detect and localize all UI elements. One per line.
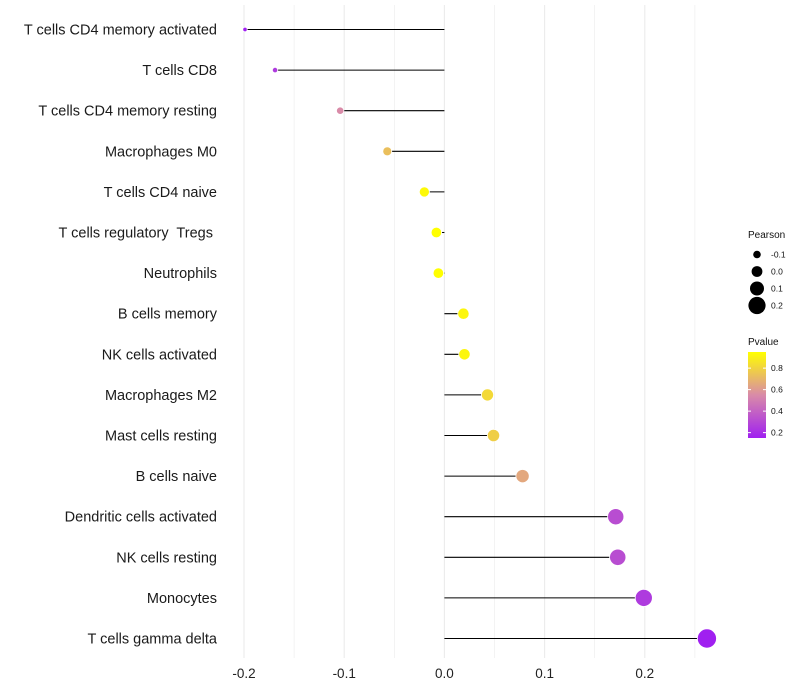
category-label: T cells CD4 memory resting [38,104,217,120]
lollipop-stems [245,28,707,640]
lollipop-point [271,67,279,74]
lollipop-point [486,428,501,443]
color-legend-title: Pvalue [748,337,779,348]
x-tick-label: -0.2 [232,666,255,681]
color-legend-ticks: 0.8 0.6 0.4 0.2 [748,363,783,438]
category-label: Dendritic cells activated [65,510,217,526]
color-legend-label: 0.2 [771,428,783,438]
category-label: B cells naive [136,469,217,485]
x-tick-label: 0.1 [535,666,554,681]
size-legend-entries: -0.1 0.0 0.1 0.2 [748,250,786,315]
lollipop-points [242,26,717,649]
grid-lines [243,5,696,658]
size-legend-label: 0.2 [771,301,783,311]
lollipop-point [382,146,393,157]
size-legend-dot [750,281,764,296]
size-legend-dot [751,266,763,277]
x-tick-label: 0.2 [635,666,654,681]
lollipop-point [430,226,443,239]
color-legend-bar [748,352,766,438]
lollipop-point [609,548,627,566]
category-label: T cells CD4 memory activated [24,23,217,39]
color-legend-label: 0.6 [771,385,783,395]
x-axis-tick-labels: -0.2 -0.1 0.0 0.1 0.2 [232,666,654,681]
category-label: NK cells activated [102,347,217,363]
lollipop-point [457,307,470,320]
lollipop-point [242,26,248,33]
legends: Pearson -0.10.00.10.2 Pvalue 0.80.60.40.… [748,230,786,438]
category-label: Monocytes [147,591,217,607]
size-legend-label: -0.1 [771,250,786,260]
category-label: T cells gamma delta [88,632,218,648]
category-label: T cells CD8 [142,63,217,79]
category-labels: T cells CD4 memory activated T cells CD8 T… [24,23,218,648]
category-label: T cells regulatory Tregs [59,226,218,242]
lollipop-point [336,106,345,115]
lollipop-point [432,267,445,279]
lollipop-point [458,348,471,361]
lollipop-point [515,469,530,484]
size-legend-dot [748,296,766,315]
category-label: NK cells resting [116,550,217,566]
category-label: Macrophages M0 [105,144,217,160]
x-tick-label: 0.0 [435,666,454,681]
size-legend-dot [753,250,761,259]
size-legend-label: 0.0 [771,267,783,277]
lollipop-point [480,388,494,402]
size-legend-label: 0.1 [771,284,783,294]
category-label: Mast cells resting [105,429,217,445]
x-tick-label: -0.1 [333,666,356,681]
category-label: Neutrophils [144,266,217,282]
color-legend-label: 0.4 [771,406,783,416]
category-label: B cells memory [118,307,218,323]
lollipop-point [418,186,430,198]
category-label: T cells CD4 naive [104,185,217,201]
size-legend-title: Pearson [748,230,785,241]
category-label: Macrophages M2 [105,388,217,404]
lollipop-point [634,588,653,607]
lollipop-point [696,628,717,649]
lollipop-point [607,508,625,526]
color-legend-label: 0.8 [771,363,783,373]
